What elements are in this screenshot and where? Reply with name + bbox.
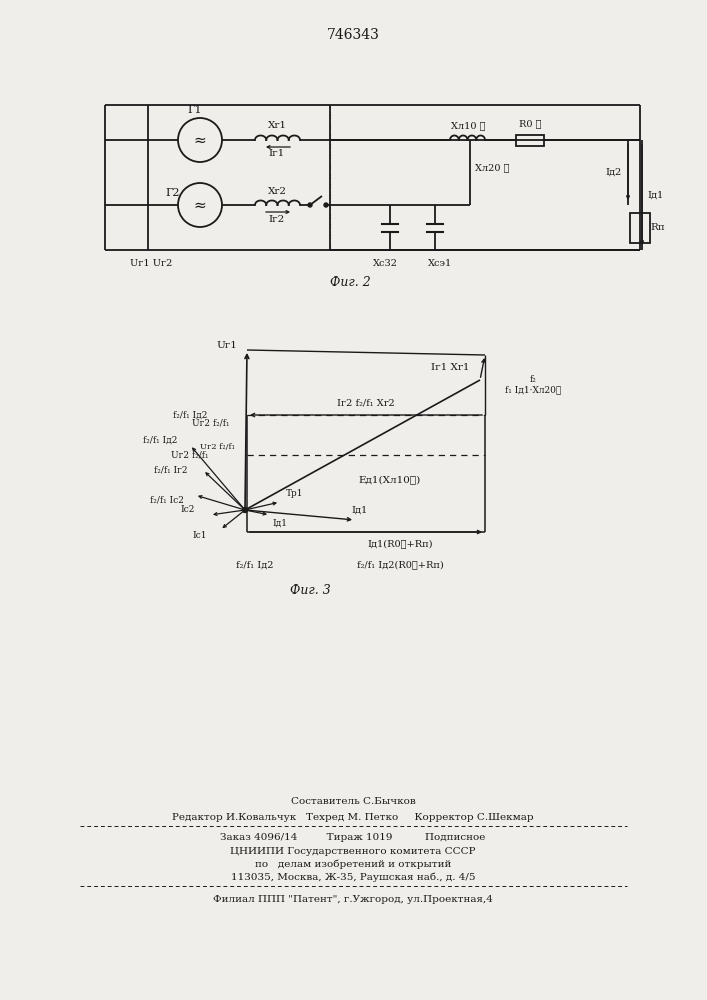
Text: Хл20 ℓ: Хл20 ℓ bbox=[474, 163, 509, 172]
Text: Г2: Г2 bbox=[165, 188, 180, 198]
Text: Uг1 Uг2: Uг1 Uг2 bbox=[130, 259, 173, 268]
Text: 113035, Москва, Ж-35, Раушская наб., д. 4/5: 113035, Москва, Ж-35, Раушская наб., д. … bbox=[230, 872, 475, 882]
Bar bbox=[516, 134, 544, 145]
Text: f₂/f₁ Iд2: f₂/f₁ Iд2 bbox=[173, 410, 207, 420]
Text: Iд1: Iд1 bbox=[352, 506, 368, 514]
Text: ≈: ≈ bbox=[194, 198, 206, 213]
Text: Заказ 4096/14         Тираж 1019          Подписное: Заказ 4096/14 Тираж 1019 Подписное bbox=[221, 834, 486, 842]
Text: Хл10 ℓ: Хл10 ℓ bbox=[451, 121, 485, 130]
Text: Фиг. 3: Фиг. 3 bbox=[290, 584, 330, 596]
Text: R0 ℓ: R0 ℓ bbox=[519, 119, 542, 128]
Text: Iг1: Iг1 bbox=[269, 149, 285, 158]
Text: f₂/f₁ Iд2: f₂/f₁ Iд2 bbox=[236, 560, 274, 570]
Text: Iд1: Iд1 bbox=[648, 190, 664, 200]
Text: Филиал ППП "Патент", г.Ужгород, ул.Проектная,4: Филиал ППП "Патент", г.Ужгород, ул.Проек… bbox=[213, 896, 493, 904]
Text: Г1: Г1 bbox=[188, 105, 202, 115]
Text: Составитель С.Бычков: Составитель С.Бычков bbox=[291, 798, 416, 806]
Text: Iс2: Iс2 bbox=[181, 506, 195, 514]
Text: Rп: Rп bbox=[650, 223, 665, 232]
Text: Iд2: Iд2 bbox=[606, 168, 622, 177]
Text: Uг2 f₂/f₁: Uг2 f₂/f₁ bbox=[192, 418, 230, 428]
Text: Iд1(R0ℓ+Rп): Iд1(R0ℓ+Rп) bbox=[367, 540, 433, 548]
Text: f₂/f₁ Iд2: f₂/f₁ Iд2 bbox=[143, 436, 177, 444]
Text: Iг2 f₂/f₁ Хr2: Iг2 f₂/f₁ Хr2 bbox=[337, 398, 395, 408]
Text: Фиг. 2: Фиг. 2 bbox=[329, 275, 370, 288]
Text: f₂/f₁ Iг2: f₂/f₁ Iг2 bbox=[154, 466, 188, 475]
Circle shape bbox=[308, 203, 312, 207]
Text: ЦНИИПИ Государственного комитета СССР: ЦНИИПИ Государственного комитета СССР bbox=[230, 846, 476, 856]
Bar bbox=[630, 213, 650, 242]
Text: ≈: ≈ bbox=[194, 132, 206, 147]
Text: Iг2: Iг2 bbox=[269, 215, 285, 224]
Text: Iс1: Iс1 bbox=[193, 530, 207, 540]
Text: f₂
f₁ Iд1·Хл20ℓ: f₂ f₁ Iд1·Хл20ℓ bbox=[505, 375, 561, 395]
Text: Uг1: Uг1 bbox=[216, 342, 238, 351]
Text: Uг2 f₂/f₁: Uг2 f₂/f₁ bbox=[171, 450, 209, 460]
Text: Хr1: Хr1 bbox=[267, 121, 286, 130]
Text: Редактор И.Ковальчук   Техред М. Петко     Корректор С.Шекмар: Редактор И.Ковальчук Техред М. Петко Кор… bbox=[173, 812, 534, 822]
Text: по   делам изобретений и открытий: по делам изобретений и открытий bbox=[255, 859, 451, 869]
Text: f₂/f₁ Iс2: f₂/f₁ Iс2 bbox=[150, 495, 184, 504]
Circle shape bbox=[243, 508, 247, 512]
Text: Iг1 Хr1: Iг1 Хr1 bbox=[431, 363, 469, 372]
Text: Хс32: Хс32 bbox=[373, 259, 397, 268]
Text: Eд1(Хл10ℓ): Eд1(Хл10ℓ) bbox=[359, 476, 421, 485]
Text: f₂/f₁ Iд2(R0ℓ+Rп): f₂/f₁ Iд2(R0ℓ+Rп) bbox=[356, 560, 443, 570]
Text: Хсэ1: Хсэ1 bbox=[428, 259, 452, 268]
Text: Iд1: Iд1 bbox=[272, 518, 288, 528]
Text: Uг2 f₂/f₁: Uг2 f₂/f₁ bbox=[200, 443, 235, 451]
Text: 746343: 746343 bbox=[327, 28, 380, 42]
Text: Хr2: Хr2 bbox=[267, 186, 286, 196]
Text: Тр1: Тр1 bbox=[286, 489, 304, 498]
Circle shape bbox=[324, 203, 328, 207]
